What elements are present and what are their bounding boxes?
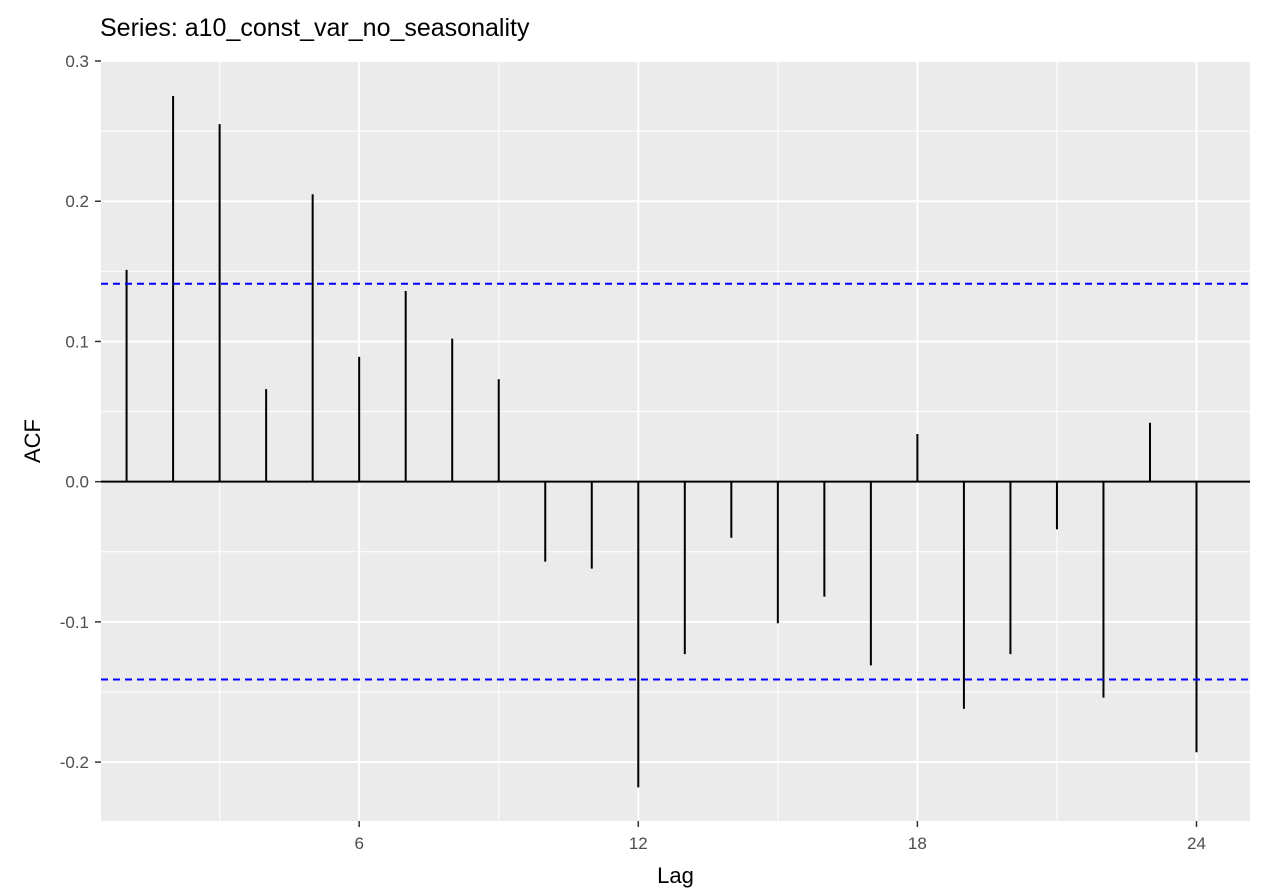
chart-title: Series: a10_const_var_no_seasonality	[100, 14, 530, 42]
x-axis-title: Lag	[657, 863, 694, 888]
y-axis: 0.3 0.2 0.1 0.0 -0.1 -0.2	[60, 52, 101, 772]
x-tick-label: 6	[354, 834, 363, 853]
x-tick-label: 18	[908, 834, 927, 853]
plot-panel	[101, 61, 1250, 821]
y-tick-label: 0.2	[65, 192, 89, 211]
y-tick-label: 0.1	[65, 332, 89, 351]
x-axis: 6 12 18 24	[354, 821, 1206, 853]
x-tick-label: 24	[1187, 834, 1206, 853]
acf-bars	[125, 96, 1198, 788]
y-axis-title: ACF	[20, 419, 45, 463]
x-tick-label: 12	[629, 834, 648, 853]
y-tick-label: 0.0	[65, 473, 89, 492]
y-tick-label: -0.1	[60, 613, 89, 632]
y-tick-label: -0.2	[60, 753, 89, 772]
y-tick-label: 0.3	[65, 52, 89, 71]
